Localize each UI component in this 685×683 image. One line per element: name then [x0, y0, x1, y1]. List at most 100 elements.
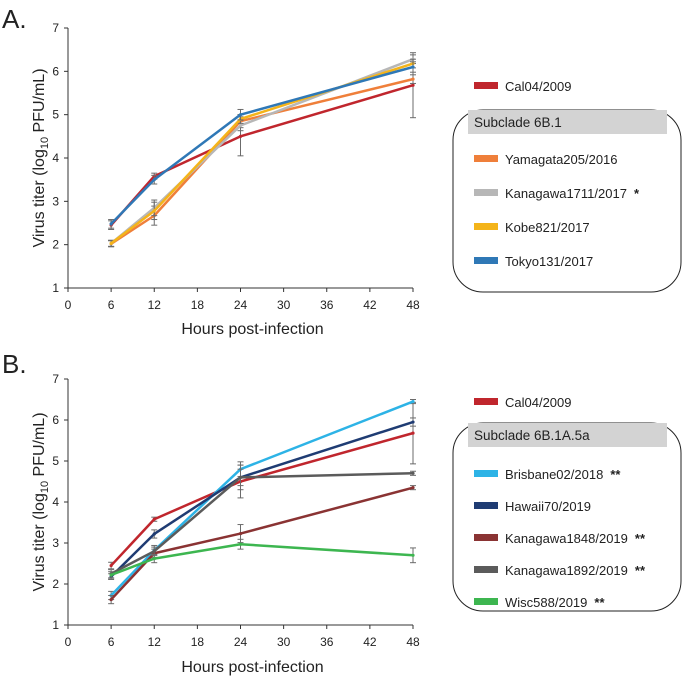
- series-line: [110, 431, 414, 567]
- data-point: [411, 65, 415, 69]
- legend-swatch: [474, 534, 498, 541]
- subclade-header: [468, 110, 667, 134]
- legend-swatch: [474, 257, 498, 264]
- x-tick-label: 18: [191, 298, 205, 312]
- y-tick-label: 2: [52, 577, 59, 591]
- significance-mark: **: [594, 595, 605, 610]
- data-point: [411, 431, 415, 435]
- data-point: [152, 517, 156, 521]
- y-tick-label: 6: [52, 64, 59, 78]
- legend-label: Kobe821/2017: [505, 220, 590, 235]
- x-tick-label: 30: [277, 298, 291, 312]
- y-tick-label: 5: [52, 108, 59, 122]
- data-point: [238, 113, 243, 117]
- y-axis-label-suffix: PFU/mL): [31, 412, 48, 480]
- legend-label: Kanagawa1711/2017 *: [505, 186, 640, 201]
- subclade-label: Subclade 6B.1A.5a: [474, 428, 590, 443]
- data-point: [109, 563, 113, 568]
- x-tick-label: 0: [65, 635, 72, 649]
- data-point: [109, 597, 113, 602]
- data-point: [238, 475, 243, 479]
- y-tick-label: 4: [52, 151, 59, 165]
- y-axis-label-subscript: 10: [39, 137, 51, 149]
- y-tick-label: 1: [52, 281, 59, 295]
- series-1: [108, 74, 416, 248]
- legend-swatch: [474, 82, 498, 89]
- x-tick-label: 48: [406, 635, 420, 649]
- legend-label: Yamagata205/2016: [505, 152, 618, 167]
- data-point: [152, 532, 156, 536]
- x-tick-label: 42: [363, 635, 377, 649]
- x-tick-label: 12: [148, 298, 162, 312]
- data-point: [152, 549, 156, 553]
- x-tick-label: 30: [277, 635, 291, 649]
- y-axis-label: Virus titer (log10 PFU/mL): [31, 412, 51, 591]
- x-tick-label: 24: [234, 635, 248, 649]
- legend-swatch: [474, 155, 498, 162]
- legend-label: Tokyo131/2017: [505, 254, 593, 269]
- subclade-label: Subclade 6B.1: [474, 115, 562, 130]
- x-tick-label: 6: [108, 298, 115, 312]
- x-axis-label: Hours post-infection: [181, 659, 323, 676]
- data-point: [411, 553, 415, 557]
- x-tick-label: 24: [234, 298, 248, 312]
- series-4: [108, 61, 416, 229]
- x-axis-label: Hours post-infection: [181, 321, 323, 338]
- y-tick-label: 6: [52, 413, 59, 427]
- significance-mark: **: [635, 563, 646, 578]
- series-line: [110, 542, 414, 577]
- legend-label: Wisc588/2019 **: [505, 595, 605, 610]
- significance-mark: **: [635, 531, 646, 546]
- data-point: [411, 486, 415, 490]
- x-tick-label: 36: [320, 298, 334, 312]
- significance-mark: **: [610, 467, 621, 482]
- series-line: [110, 420, 414, 578]
- legend-swatch: [474, 598, 498, 605]
- data-point: [411, 471, 415, 475]
- data-point: [109, 573, 113, 577]
- y-axis-label-prefix: Virus titer (log: [31, 493, 48, 591]
- data-point: [411, 83, 415, 87]
- x-tick-label: 42: [363, 298, 377, 312]
- y-axis-label: Virus titer (log10 PFU/mL): [31, 68, 51, 247]
- series-3: [108, 58, 416, 247]
- legend-swatch: [474, 502, 498, 509]
- series-line: [110, 400, 414, 597]
- panel-label: B.: [2, 349, 27, 379]
- data-point: [152, 178, 156, 182]
- x-tick-label: 6: [108, 635, 115, 649]
- legend-label: Kanagawa1848/2019 **: [505, 531, 646, 546]
- data-point: [109, 241, 113, 245]
- panel-label: A.: [2, 4, 27, 34]
- x-tick-label: 12: [148, 635, 162, 649]
- data-point: [238, 134, 243, 138]
- data-point: [238, 531, 243, 536]
- significance-mark: *: [634, 186, 640, 201]
- series-0: [108, 401, 416, 570]
- x-tick-label: 18: [191, 635, 205, 649]
- data-point: [411, 77, 415, 81]
- data-point: [238, 542, 243, 546]
- series-line: [110, 486, 414, 601]
- legend-label: Brisbane02/2018 **: [505, 467, 621, 482]
- x-tick-label: 0: [65, 298, 72, 312]
- y-tick-label: 1: [52, 618, 59, 632]
- data-point: [109, 222, 113, 226]
- data-point: [152, 209, 156, 213]
- data-point: [238, 123, 243, 128]
- subclade-header: [468, 423, 667, 447]
- legend-box: [452, 422, 682, 612]
- y-tick-label: 3: [52, 536, 59, 550]
- series-5: [108, 538, 416, 579]
- series-1: [108, 399, 416, 601]
- series-line: [110, 65, 414, 225]
- legend-swatch: [474, 470, 498, 477]
- y-axis-label-prefix: Virus titer (log: [31, 149, 48, 247]
- legend-swatch: [474, 223, 498, 230]
- legend-swatch: [474, 398, 498, 405]
- legend-label: Hawaii70/2019: [505, 499, 591, 514]
- y-tick-label: 2: [52, 238, 59, 252]
